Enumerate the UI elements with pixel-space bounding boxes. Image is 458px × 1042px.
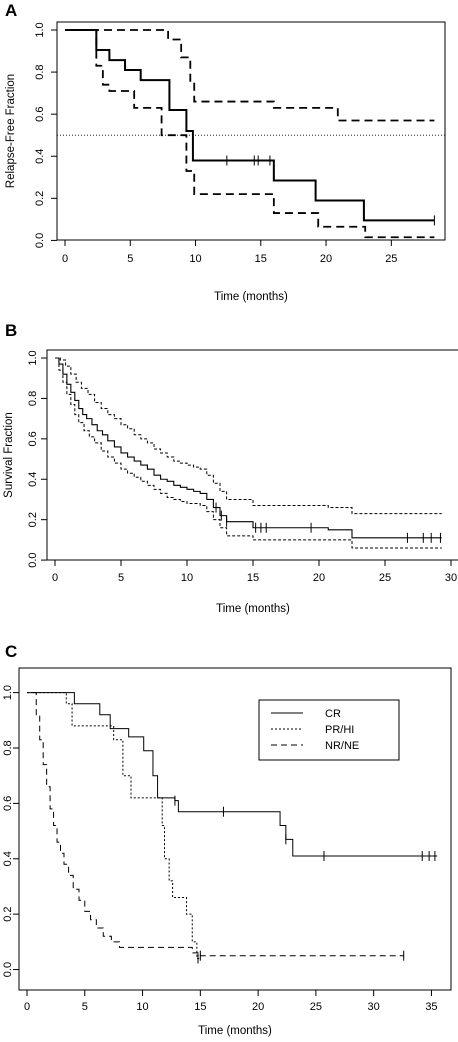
panel-b-x-tick-label: 20 bbox=[313, 572, 325, 584]
panel-a-x-tick-label: 25 bbox=[385, 253, 397, 265]
panel-c-chart: 0 5 10 15 20 25 30 35 0.0 0.2 0.4 0.6 0.8 1.0 Time (mo… bbox=[2, 667, 452, 1037]
panel-b-y-tick-label: 1.0 bbox=[27, 350, 39, 365]
panel-c-y-tick-label: 0.2 bbox=[2, 907, 14, 922]
panel-a-x-tick-label: 10 bbox=[189, 253, 201, 265]
panel-c-x-tick-label: 15 bbox=[194, 1001, 206, 1013]
panel-c-x-tick-label: 0 bbox=[24, 1001, 30, 1013]
panel-b-chart: 0 5 10 15 20 25 30 0.0 0.2 0.4 0.6 0.8 1.0 Time (mont… bbox=[3, 349, 458, 615]
panel-c-x-tick-label: 5 bbox=[82, 1001, 88, 1013]
panel-c-x-tick-label: 30 bbox=[368, 1001, 380, 1013]
panel-c-legend-label: CR bbox=[325, 708, 341, 720]
panel-a-y-axis-label: Relapse-Free Fraction bbox=[5, 74, 17, 188]
panel-c-legend: CR PR/HI NR/NE bbox=[258, 699, 400, 761]
panel-a-y-tick-label: 0.0 bbox=[34, 233, 46, 248]
panel-b-y-tick-label: 0.2 bbox=[27, 512, 39, 527]
panel-a-series-lower-ci bbox=[65, 29, 435, 239]
panel-c-x-tick-label: 25 bbox=[310, 1001, 322, 1013]
panel-c-series-nr-ne bbox=[32, 692, 404, 957]
panel-b-series-lower-ci bbox=[55, 357, 442, 549]
panel-a-y-tick-label: 0.4 bbox=[34, 149, 46, 164]
panel-b-series-estimate bbox=[55, 357, 442, 539]
panel-b-y-tick-label: 0.6 bbox=[27, 431, 39, 446]
panel-c-y-tick-label: 1.0 bbox=[2, 685, 14, 700]
panel-b-plot-frame bbox=[46, 349, 458, 561]
panel-b-x-tick-label: 0 bbox=[52, 572, 58, 584]
panel-a-letter: A bbox=[5, 1, 17, 20]
panel-a-x-tick-label: 20 bbox=[320, 253, 332, 265]
panel-b-x-tick-label: 5 bbox=[118, 572, 124, 584]
panel-b-x-axis-label: Time (months) bbox=[216, 603, 290, 615]
panel-c-series-pr-hi bbox=[27, 692, 201, 959]
panel-c-x-tick-label: 35 bbox=[425, 1001, 437, 1013]
panel-b-x-tick-label: 15 bbox=[247, 572, 259, 584]
panel-a-y-tick-label: 0.8 bbox=[34, 64, 46, 79]
panel-b-x-tick-label: 25 bbox=[379, 572, 391, 584]
panel-a-plot-frame bbox=[56, 21, 446, 241]
panel-a-chart: 0 5 10 15 20 25 0.0 0.2 0.4 0.6 0.8 1.0 Time (months… bbox=[5, 21, 446, 303]
panel-b-series-upper-ci bbox=[55, 357, 442, 515]
panel-a-x-tick-label: 15 bbox=[255, 253, 267, 265]
panel-a-x-tick-label: 5 bbox=[127, 253, 133, 265]
panel-c-y-tick-label: 0.8 bbox=[2, 740, 14, 755]
panel-c-x-tick-label: 10 bbox=[136, 1001, 148, 1013]
panel-a-y-tick-label: 0.2 bbox=[34, 191, 46, 206]
panel-c-legend-box bbox=[258, 699, 400, 761]
panel-a-x-tick-label: 0 bbox=[62, 253, 68, 265]
panel-c-y-tick-label: 0.0 bbox=[2, 962, 14, 977]
panel-a-x-axis-label: Time (months) bbox=[214, 291, 288, 303]
panel-b-y-tick-label: 0.4 bbox=[27, 472, 39, 487]
panel-c-y-tick-label: 0.4 bbox=[2, 851, 14, 866]
panel-c-x-tick-label: 20 bbox=[252, 1001, 264, 1013]
panel-b-y-tick-label: 0.0 bbox=[27, 552, 39, 567]
panel-a-series-upper-ci bbox=[65, 29, 435, 122]
panel-b-y-axis-label: Survival Fraction bbox=[3, 412, 15, 498]
panel-c-legend-label: NR/NE bbox=[325, 740, 359, 752]
panel-b-x-tick-label: 30 bbox=[445, 572, 457, 584]
panel-c-series-cr bbox=[27, 692, 438, 857]
panel-a-y-tick-label: 1.0 bbox=[34, 22, 46, 37]
panel-c-x-axis-label: Time (months) bbox=[198, 1025, 272, 1037]
panel-b-letter: B bbox=[5, 321, 17, 340]
panel-c-letter: C bbox=[5, 642, 17, 661]
panel-a-series-estimate bbox=[65, 29, 435, 222]
panel-b-y-tick-label: 0.8 bbox=[27, 391, 39, 406]
panel-c-plot-frame bbox=[18, 667, 452, 991]
panel-b-x-tick-label: 10 bbox=[181, 572, 193, 584]
panel-c-y-tick-label: 0.6 bbox=[2, 796, 14, 811]
panel-a-y-tick-label: 0.6 bbox=[34, 107, 46, 122]
panel-c-legend-label: PR/HI bbox=[325, 724, 354, 736]
